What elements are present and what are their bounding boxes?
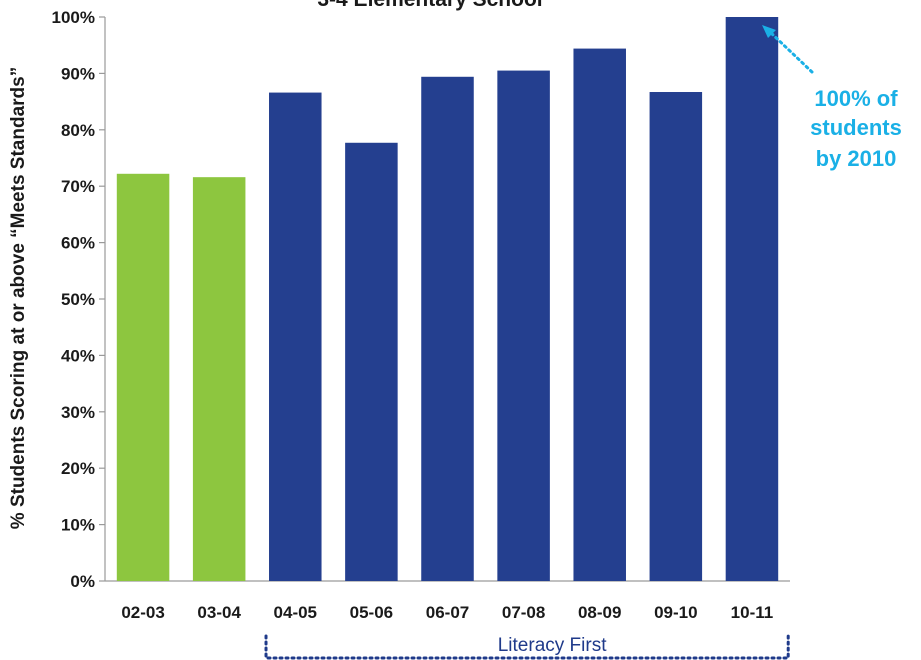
x-tick-label: 06-07	[426, 603, 469, 622]
bar-05-06	[345, 142, 398, 581]
x-tick-label: 02-03	[121, 603, 164, 622]
x-tick-label: 04-05	[274, 603, 317, 622]
callout-text-line: students	[810, 115, 902, 140]
chart-title: 3-4 Elementary School	[317, 0, 542, 11]
y-tick-label: 70%	[61, 177, 95, 196]
bar-03-04	[192, 177, 246, 581]
callout-arrow-head	[762, 25, 776, 38]
y-tick-label: 80%	[61, 121, 95, 140]
x-tick-label: 09-10	[654, 603, 697, 622]
callout-arrow-line	[768, 30, 814, 74]
y-tick-label: 10%	[61, 516, 95, 535]
y-tick-label: 30%	[61, 403, 95, 422]
callout-text-line: by 2010	[816, 146, 897, 171]
y-tick-label: 20%	[61, 459, 95, 478]
bar-07-08	[497, 70, 550, 581]
bar-08-09	[573, 48, 626, 582]
y-tick-label: 60%	[61, 234, 95, 253]
bar-04-05	[269, 92, 322, 582]
x-tick-label: 05-06	[350, 603, 393, 622]
x-tick-label: 07-08	[502, 603, 545, 622]
y-axis-label: % Students Scoring at or above “Meets St…	[8, 67, 29, 529]
x-tick-label: 10-11	[731, 603, 774, 622]
bar-09-10	[649, 92, 703, 582]
x-tick-label: 08-09	[578, 603, 621, 622]
y-tick-label: 100%	[52, 8, 95, 27]
group-label: Literacy First	[498, 635, 607, 656]
bar-06-07	[421, 76, 474, 581]
bar-10-11	[725, 17, 779, 581]
y-tick-label: 90%	[61, 64, 95, 83]
callout-text-line: 100% of	[814, 86, 898, 111]
y-tick-label: 0%	[70, 572, 95, 591]
literacy-first-bracket	[264, 634, 790, 660]
bar-02-03	[116, 173, 170, 582]
y-tick-label: 50%	[61, 290, 95, 309]
y-tick-label: 40%	[61, 346, 95, 365]
x-tick-label: 03-04	[197, 603, 241, 622]
